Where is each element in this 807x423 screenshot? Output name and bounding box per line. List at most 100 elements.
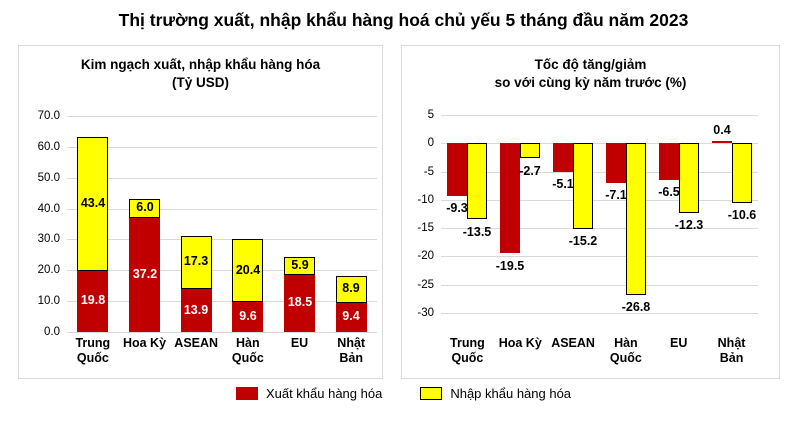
bar-segment — [336, 303, 367, 332]
data-label: -5.1 — [552, 177, 574, 191]
data-label: -2.7 — [519, 164, 541, 178]
growth-chart-body: -30 -25 -20 -15 -10 -5 0 5 -9.3 -13.5 -19.5 -2.7 -5.… — [402, 109, 779, 334]
y-tick-label: -20 — [417, 250, 434, 262]
category-label: EU — [670, 336, 688, 350]
bar-segment — [679, 143, 699, 213]
data-label: 20.4 — [235, 263, 261, 277]
data-label: -10.6 — [727, 208, 757, 222]
category-label: Trung Quốc — [450, 336, 485, 366]
gridline — [67, 116, 377, 117]
y-tick-label: 10.0 — [37, 295, 60, 307]
data-label: 8.9 — [342, 281, 360, 295]
y-tick-label: 0 — [427, 137, 434, 149]
data-label: -7.1 — [605, 188, 627, 202]
panel-turnover-chart: Kim ngạch xuất, nhập khẩu hàng hóa (Tỷ U… — [18, 45, 383, 379]
bar-segment — [77, 271, 108, 332]
data-label: 17.3 — [183, 254, 209, 268]
gridline — [441, 143, 758, 144]
growth-plot: -30 -25 -20 -15 -10 -5 0 5 -9.3 -13.5 -19.5 -2.7 -5.… — [417, 109, 758, 319]
bar-segment — [626, 143, 646, 295]
category-label: ASEAN — [174, 336, 219, 350]
gridline — [441, 200, 758, 201]
legend-label-import: Nhập khẩu hàng hóa — [450, 386, 572, 401]
data-label: 43.4 — [80, 196, 106, 210]
data-label: 9.6 — [239, 309, 257, 323]
y-tick-label: 30.0 — [37, 233, 60, 245]
bar-segment — [129, 199, 160, 218]
data-label: -26.8 — [621, 300, 651, 314]
bar-segment — [77, 137, 108, 271]
gridline — [67, 209, 377, 210]
data-label: -9.3 — [446, 201, 468, 215]
legend-label-export: Xuất khẩu hàng hóa — [265, 386, 383, 401]
category-label: Trung Quốc — [75, 336, 111, 366]
panel-growth-chart: Tốc độ tăng/giảm so với cùng kỳ năm trướ… — [401, 45, 780, 379]
category-label: Hoa Kỳ — [122, 336, 167, 350]
bar-segment — [520, 143, 540, 158]
y-tick-label: -30 — [417, 307, 434, 319]
turnover-category-axis: Trung Quốc Hoa Kỳ ASEAN Hàn Quốc EU Nhật Bản — [67, 336, 377, 367]
category-label: EU — [290, 336, 309, 350]
y-tick-label: 50.0 — [37, 172, 60, 184]
bar-segment — [232, 302, 263, 332]
legend-item-export: Xuất khẩu hàng hóa — [235, 386, 383, 401]
data-label: -6.5 — [658, 185, 680, 199]
y-tick-label: -15 — [417, 222, 434, 234]
bar-segment — [336, 276, 367, 303]
bar-segment — [181, 236, 212, 289]
gridline — [441, 256, 758, 257]
data-label: -15.2 — [568, 234, 598, 248]
gridline — [67, 301, 377, 302]
bar-segment — [553, 143, 573, 172]
legend: Xuất khẩu hàng hóa Nhập khẩu hàng hóa — [0, 386, 807, 401]
bar-segment — [732, 143, 752, 203]
bar-segment — [467, 143, 487, 219]
bar-segment — [284, 275, 315, 332]
y-tick-label: 0.0 — [44, 326, 60, 338]
turnover-plot: 0.0 10.0 20.0 30.0 40.0 50.0 60.0 70.0 19.8 43.4 3… — [38, 110, 377, 338]
gridline — [441, 285, 758, 286]
data-label: 37.2 — [132, 267, 158, 281]
bar-segment — [500, 143, 520, 253]
bar-segment — [181, 289, 212, 332]
data-label: -19.5 — [495, 259, 525, 273]
bar-segment — [712, 141, 732, 143]
data-label: 0.4 — [713, 123, 731, 137]
gridline — [441, 228, 758, 229]
y-tick-label: -5 — [423, 166, 434, 178]
y-tick-label: 5 — [427, 109, 434, 121]
data-label: -12.3 — [674, 218, 704, 232]
page-title: Thị trường xuất, nhập khẩu hàng hoá chủ … — [118, 10, 689, 30]
category-label: ASEAN — [551, 336, 595, 350]
y-tick-label: -25 — [417, 279, 434, 291]
bar-segment — [573, 143, 593, 229]
legend-item-import: Nhập khẩu hàng hóa — [420, 386, 571, 401]
y-tick-label: 70.0 — [37, 110, 60, 122]
data-label: -13.5 — [462, 225, 492, 239]
bar-segment — [659, 143, 679, 180]
gridline — [441, 313, 758, 314]
turnover-chart-body: 0.0 10.0 20.0 30.0 40.0 50.0 60.0 70.0 19.8 43.4 3… — [19, 110, 382, 338]
gridline — [67, 147, 377, 148]
data-label: 18.5 — [287, 295, 313, 309]
bar-segment — [284, 257, 315, 275]
y-tick-label: 20.0 — [37, 264, 60, 276]
y-tick-label: -10 — [417, 194, 434, 206]
gridline — [441, 115, 758, 116]
turnover-chart-title: Kim ngạch xuất, nhập khẩu hàng hóa (Tỷ U… — [80, 57, 321, 90]
y-tick-label: 40.0 — [37, 203, 60, 215]
bar-segment — [232, 239, 263, 302]
gridline — [67, 178, 377, 179]
growth-category-axis: Trung Quốc Hoa Kỳ ASEAN Hàn Quốc EU Nhật Bản — [441, 336, 758, 367]
gridline — [67, 239, 377, 240]
data-label: 9.4 — [342, 309, 360, 323]
category-label: Nhật Bản — [337, 336, 366, 366]
category-label: Hàn Quốc — [231, 336, 264, 366]
growth-chart-title: Tốc độ tăng/giảm so với cùng kỳ năm trướ… — [494, 57, 687, 90]
gridline — [67, 332, 377, 333]
category-label: Hàn Quốc — [609, 336, 642, 366]
data-label: 6.0 — [136, 200, 154, 214]
export-swatch — [235, 387, 258, 400]
import-swatch — [420, 387, 443, 400]
